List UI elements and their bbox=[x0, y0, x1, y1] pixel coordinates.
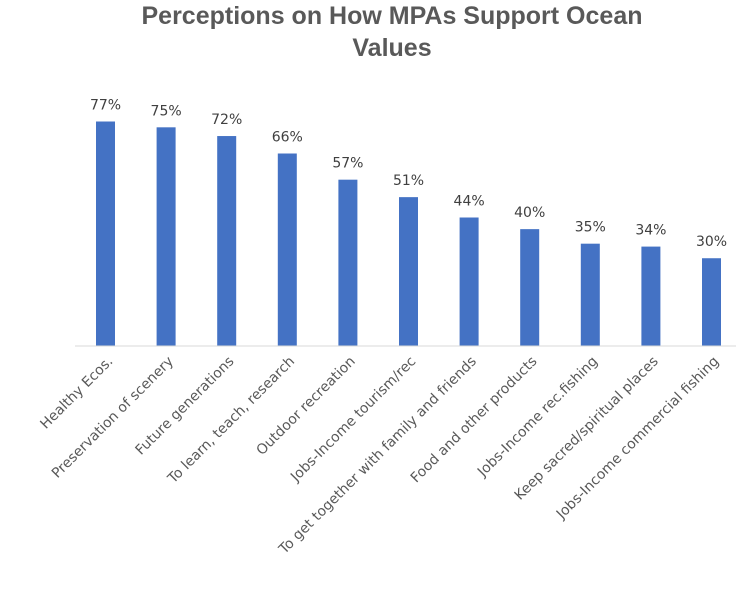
category-label: Jobs-Income rec.fishing bbox=[474, 354, 601, 481]
bar bbox=[338, 179, 358, 346]
bar bbox=[520, 229, 540, 346]
category-label: To learn, teach, research bbox=[164, 354, 298, 488]
data-label: 75% bbox=[151, 103, 182, 119]
category-label: Food and other products bbox=[408, 354, 541, 487]
bar bbox=[277, 153, 297, 346]
bar bbox=[702, 258, 721, 346]
chart-title-line-1: Perceptions on How MPAs Support Ocean bbox=[142, 2, 643, 30]
bar bbox=[156, 127, 176, 346]
category-label: Future generations bbox=[133, 354, 238, 459]
data-label: 51% bbox=[393, 173, 424, 189]
data-label: 40% bbox=[514, 205, 545, 221]
data-label: 34% bbox=[635, 223, 666, 239]
data-label: 77% bbox=[90, 98, 121, 114]
bar bbox=[459, 217, 479, 346]
bar bbox=[641, 246, 661, 346]
data-label: 72% bbox=[211, 112, 242, 128]
data-label: 35% bbox=[575, 220, 606, 236]
bar bbox=[217, 136, 237, 346]
bar bbox=[96, 121, 115, 346]
bar bbox=[399, 197, 418, 346]
chart-title-line-2: Values bbox=[352, 34, 431, 62]
category-label: Jobs-Income tourism/rec bbox=[287, 354, 419, 486]
data-label: 66% bbox=[272, 130, 303, 146]
data-label: 44% bbox=[454, 194, 485, 210]
bar bbox=[580, 243, 600, 346]
data-label: 57% bbox=[332, 156, 363, 172]
data-label: 30% bbox=[696, 234, 727, 250]
category-label: Outdoor recreation bbox=[253, 354, 358, 459]
category-label: Preservation of scenery bbox=[49, 354, 177, 482]
